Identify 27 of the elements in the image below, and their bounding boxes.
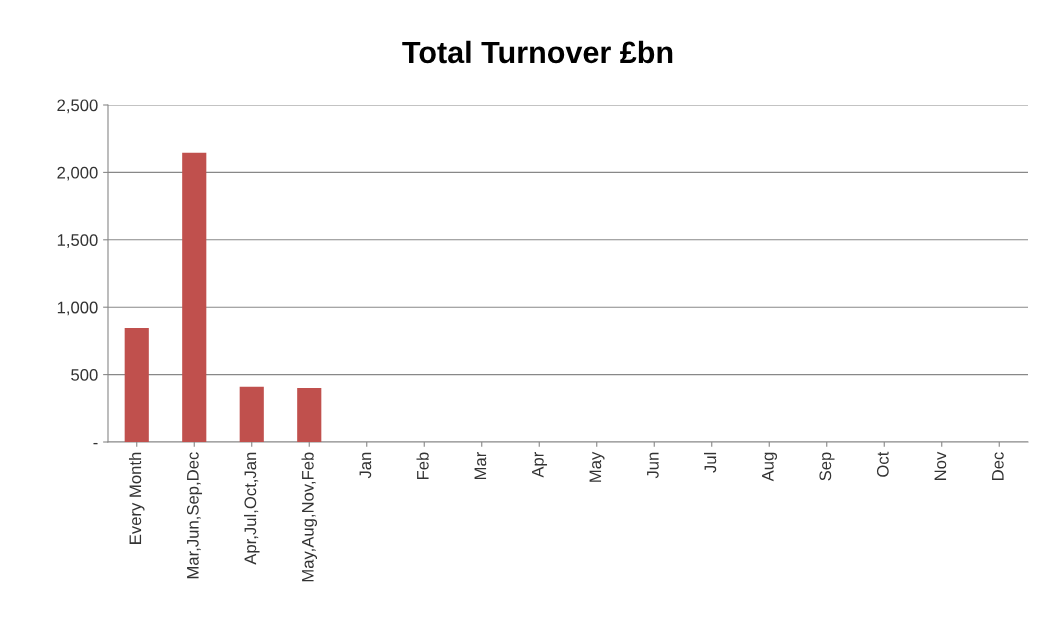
bar: [297, 388, 322, 442]
bar: [124, 328, 149, 442]
x-tick-label: Jan: [359, 452, 372, 479]
y-tick-label: 1,500: [57, 234, 98, 248]
x-tick-label: Mar: [474, 452, 487, 480]
x-tick-label: May: [589, 451, 605, 482]
y-tick-label: 2,000: [57, 166, 98, 181]
x-tick-label: Aug: [762, 452, 778, 482]
x-tick-label: Apr: [532, 452, 548, 478]
x-tick-label: Nov: [934, 451, 947, 480]
x-tick-label: Sep: [819, 452, 835, 481]
y-tick-label: 2,500: [57, 99, 98, 114]
x-tick-label: Jun: [647, 452, 659, 479]
chart-title: Total Turnover £bn: [402, 40, 673, 64]
x-tick-label: Oct: [876, 451, 889, 477]
x-tick-label: Dec: [992, 452, 1004, 480]
y-tick-label: 1,000: [57, 301, 98, 316]
x-tick-label: Apr,Jul,Oct,Jan: [243, 452, 260, 565]
x-tick-label: May,Aug,Nov,Feb: [301, 452, 318, 582]
bar: [239, 386, 264, 442]
x-tick-label: Jul: [703, 452, 717, 473]
x-tick-label: Mar,Jun,Sep,Dec: [186, 452, 203, 579]
y-tick-label: -: [93, 442, 98, 445]
y-tick-label: 500: [71, 369, 98, 381]
x-tick-label: Feb: [416, 452, 429, 480]
x-tick-label: Every Month: [128, 452, 145, 544]
bar: [182, 152, 207, 442]
